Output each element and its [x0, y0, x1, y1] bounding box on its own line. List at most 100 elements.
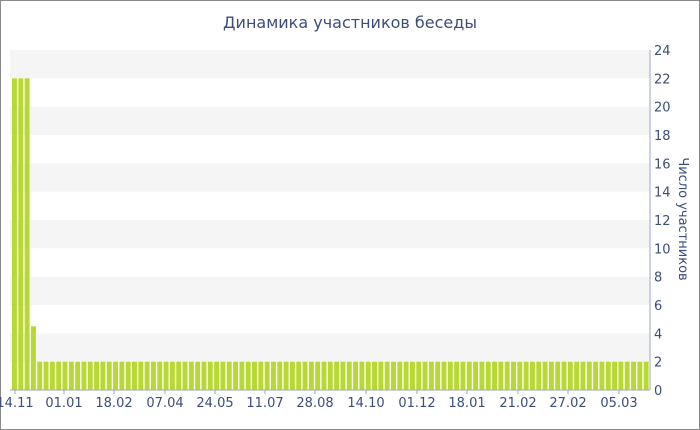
bar: [441, 361, 447, 390]
bar: [511, 361, 516, 390]
bar: [296, 361, 302, 390]
bar: [81, 361, 87, 390]
bar: [100, 361, 106, 390]
bar: [37, 361, 43, 390]
bar: [567, 361, 573, 390]
bar: [106, 361, 112, 390]
y-tick-label: 8: [654, 271, 662, 286]
y-tick-label: 18: [654, 129, 671, 144]
bar: [378, 361, 384, 390]
bar: [517, 361, 523, 390]
bar: [372, 361, 377, 390]
bar: [270, 361, 276, 390]
bar: [548, 361, 554, 390]
bar: [214, 361, 220, 390]
bar: [302, 361, 308, 390]
bar: [574, 361, 580, 390]
x-tick-label: 28.08: [296, 396, 333, 411]
bar: [340, 361, 346, 390]
bar: [454, 361, 460, 390]
y-tick-label: 10: [654, 242, 671, 257]
bar: [479, 361, 485, 390]
y-tick-label: 24: [654, 44, 671, 59]
bar: [321, 361, 327, 390]
bar: [252, 361, 257, 390]
grid-band: [10, 135, 650, 164]
bar: [593, 361, 599, 390]
bar: [264, 361, 270, 390]
bar: [150, 361, 156, 390]
bar: [157, 361, 163, 390]
bar: [422, 361, 428, 390]
bar: [327, 361, 333, 390]
bar: [24, 78, 30, 390]
bar: [169, 361, 175, 390]
x-tick-label: 21.02: [499, 396, 536, 411]
bar: [277, 361, 283, 390]
bar: [428, 361, 434, 390]
x-tick-label: 14.10: [347, 396, 384, 411]
x-tick-label: 14.11: [0, 396, 34, 411]
bar: [536, 361, 542, 390]
bar: [258, 361, 264, 390]
y-tick-label: 16: [654, 157, 671, 172]
bar: [176, 361, 182, 390]
x-tick-label: 11.07: [246, 396, 283, 411]
bar: [87, 361, 93, 390]
grid-band: [10, 163, 650, 192]
bar: [460, 361, 466, 390]
bar: [233, 361, 239, 390]
bar: [624, 361, 630, 390]
grid-bands: [10, 50, 650, 390]
bar: [631, 361, 636, 390]
bar: [75, 361, 81, 390]
bar: [113, 361, 118, 390]
y-tick-label: 0: [654, 384, 662, 399]
bar: [485, 361, 491, 390]
bar: [49, 361, 55, 390]
x-tick-label: 01.01: [45, 396, 82, 411]
bar: [289, 361, 295, 390]
y-tick-label: 12: [654, 214, 671, 229]
bar: [643, 361, 649, 390]
bar: [163, 361, 169, 390]
bar: [473, 361, 479, 390]
bar: [599, 361, 605, 390]
bar: [416, 361, 422, 390]
bar: [492, 361, 498, 390]
bar: [43, 361, 49, 390]
y-tick-label: 22: [654, 72, 671, 87]
bar: [334, 361, 340, 390]
bars: [10, 50, 651, 391]
x-tick-label: 07.04: [146, 396, 183, 411]
grid-band: [10, 333, 650, 362]
bar: [403, 361, 409, 390]
bar: [365, 361, 371, 390]
bar: [207, 361, 213, 390]
bar: [605, 361, 611, 390]
x-tick-label: 01.12: [398, 396, 435, 411]
bar: [586, 361, 592, 390]
bar: [542, 361, 548, 390]
bar: [239, 361, 245, 390]
y-tick-label: 14: [654, 186, 671, 201]
bar: [138, 361, 144, 390]
bar: [220, 361, 226, 390]
x-tick-label: 24.05: [196, 396, 233, 411]
grid-band: [10, 276, 650, 305]
bar: [144, 361, 150, 390]
bar: [182, 361, 188, 390]
chart-title: Динамика участников беседы: [223, 13, 477, 32]
bar: [201, 361, 207, 390]
bar: [529, 361, 535, 390]
bar: [618, 361, 624, 390]
bar: [62, 361, 68, 390]
bar: [132, 361, 137, 390]
grid-band: [10, 191, 650, 220]
y-tick-label: 20: [654, 101, 671, 116]
bar: [391, 361, 396, 390]
bar: [346, 361, 352, 390]
bar: [125, 361, 131, 390]
bar: [94, 361, 100, 390]
